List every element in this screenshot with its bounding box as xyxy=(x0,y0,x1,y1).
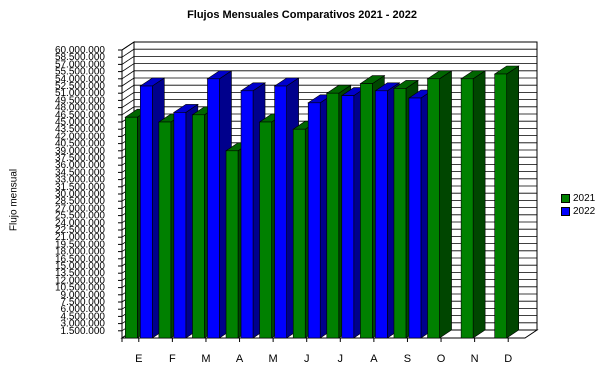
y-tick-label: 1.500.000 xyxy=(61,326,106,337)
y-tick-label: 13.500.000 xyxy=(55,268,105,279)
bar-front xyxy=(240,90,254,339)
y-tick-label: 42.000.000 xyxy=(55,131,105,142)
bar-front xyxy=(375,90,388,339)
bar-front xyxy=(427,78,440,339)
bar-front xyxy=(292,128,306,339)
bar-front xyxy=(207,78,220,339)
x-tick-label: A xyxy=(370,353,378,365)
bar-front xyxy=(139,85,153,339)
y-tick-label: 55.500.000 xyxy=(55,67,105,78)
bar-front xyxy=(158,121,172,339)
bar-2021-N xyxy=(460,70,487,339)
y-tick-label: 33.000.000 xyxy=(55,175,105,186)
y-tick-label: 25.500.000 xyxy=(55,211,105,222)
y-tick-label: 30.000.000 xyxy=(55,189,105,200)
x-tick-label: M xyxy=(201,353,210,365)
y-tick-label: 36.000.000 xyxy=(55,160,105,171)
bar-2021-D xyxy=(493,65,520,339)
y-tick-label: 15.000.000 xyxy=(55,261,105,272)
bar-front xyxy=(360,83,373,339)
gridline xyxy=(121,77,537,87)
bar-front xyxy=(326,92,340,339)
gridline xyxy=(121,63,537,72)
y-tick-label: 28.500.000 xyxy=(55,196,105,207)
bar-side xyxy=(439,70,452,339)
y-tick-label: 48.000.000 xyxy=(55,103,105,114)
y-tick-label: 58.500.000 xyxy=(55,52,105,63)
x-tick-label: A xyxy=(236,353,244,365)
y-tick-label: 39.000.000 xyxy=(55,146,105,157)
x-tick-label: E xyxy=(135,353,142,365)
legend-label-2022: 2022 xyxy=(573,206,596,217)
bar-side xyxy=(472,70,486,339)
y-tick-label: 21.000.000 xyxy=(55,232,105,243)
bar-front xyxy=(124,116,138,339)
y-tick-label: 52.500.000 xyxy=(55,81,105,92)
y-tick-label: 40.500.000 xyxy=(55,139,105,150)
y-tick-label: 60.000.000 xyxy=(55,45,105,56)
y-tick-label: 37.500.000 xyxy=(55,153,105,164)
y-tick-label: 54.000.000 xyxy=(55,74,105,85)
y-tick-label: 7.500.000 xyxy=(61,297,106,308)
bar-front xyxy=(408,97,422,339)
bar-front xyxy=(494,73,508,339)
y-tick-label: 43.500.000 xyxy=(55,124,105,135)
x-tick-label: S xyxy=(404,353,411,365)
y-tick-label: 57.000.000 xyxy=(55,59,105,70)
y-tick-label: 12.000.000 xyxy=(55,275,105,286)
bar-front xyxy=(341,95,355,339)
y-tick-label: 46.500.000 xyxy=(55,110,105,121)
x-tick-label: O xyxy=(437,353,446,365)
x-tick-label: J xyxy=(338,353,344,365)
x-tick-label: D xyxy=(504,353,512,365)
y-tick-label: 18.000.000 xyxy=(55,247,105,258)
x-tick-label: M xyxy=(269,353,278,365)
legend-item-2021: 2021 xyxy=(561,192,604,205)
y-tick-label: 16.500.000 xyxy=(55,254,105,265)
bar-2021-O xyxy=(426,70,453,339)
y-tick-label: 45.000.000 xyxy=(55,117,105,128)
bar-front xyxy=(307,102,321,339)
bar-front xyxy=(225,150,239,339)
bar-front xyxy=(173,112,187,339)
y-tick-label: 22.500.000 xyxy=(55,225,105,236)
y-tick-label: 6.000.000 xyxy=(61,304,106,315)
y-tick-labels: 1.500.0003.000.0004.500.0006.000.0007.50… xyxy=(55,45,122,337)
bar-front xyxy=(393,88,407,339)
gridline xyxy=(121,70,537,80)
y-tick-label: 34.500.000 xyxy=(55,167,105,178)
legend-swatch-2021 xyxy=(561,194,570,203)
bar-side xyxy=(506,65,520,339)
y-tick-label: 10.500.000 xyxy=(55,283,105,294)
legend-item-2022: 2022 xyxy=(561,205,604,218)
bar-front xyxy=(460,78,474,339)
gridline xyxy=(121,41,537,51)
x-tick-label: J xyxy=(304,353,310,365)
x-tick-label: N xyxy=(471,353,479,365)
y-tick-label: 9.000.000 xyxy=(61,290,106,301)
y-tick-label: 24.000.000 xyxy=(55,218,105,229)
x-tick-label: F xyxy=(169,353,176,365)
y-tick-label: 19.500.000 xyxy=(55,239,105,250)
bar-front xyxy=(192,114,205,339)
bar-front xyxy=(259,121,272,339)
y-tick-label: 4.500.000 xyxy=(61,311,106,322)
legend-label-2021: 2021 xyxy=(573,193,596,204)
chart-title: Flujos Mensuales Comparativos 2021 - 202… xyxy=(187,9,417,21)
gridline xyxy=(121,56,537,65)
legend-swatch-2022 xyxy=(561,207,570,216)
y-tick-label: 49.500.000 xyxy=(55,95,105,106)
bar-front xyxy=(274,85,287,339)
y-tick-label: 51.000.000 xyxy=(55,88,105,99)
legend: 2021 2022 xyxy=(561,192,604,218)
bars xyxy=(124,65,520,339)
y-tick-label: 31.500.000 xyxy=(55,182,105,193)
y-tick-label: 27.000.000 xyxy=(55,203,105,214)
y-tick-label: 3.000.000 xyxy=(61,319,106,330)
gridline xyxy=(121,48,537,58)
